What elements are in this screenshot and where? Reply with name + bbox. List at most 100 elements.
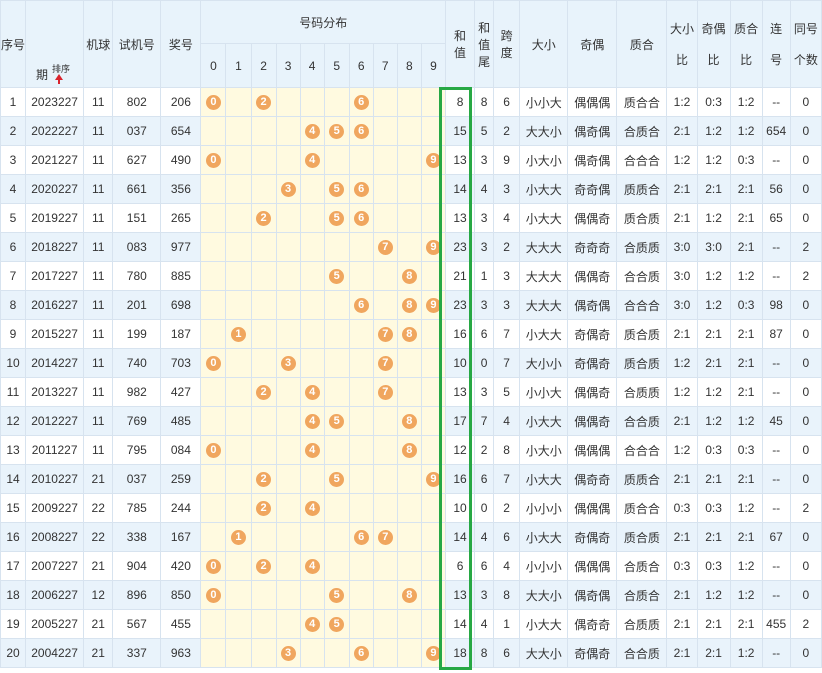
- dist-cell-7: [372, 406, 398, 436]
- row-prime-pattern: 质合质: [616, 203, 668, 233]
- row-parity-ratio: 1:2: [696, 406, 731, 436]
- row-same-count: 0: [789, 377, 822, 407]
- row-prime-pattern: 合合质: [616, 406, 668, 436]
- sort-arrow-icon[interactable]: [55, 74, 64, 80]
- row-parity-pattern: 奇偶奇: [567, 522, 618, 552]
- row-prize-number: 455: [160, 609, 202, 639]
- row-size-ratio: 1:2: [666, 348, 698, 378]
- row-size-pattern: 小大大: [519, 609, 569, 639]
- digit-ball: 1: [230, 530, 246, 545]
- row-sum-tail: 3: [474, 145, 495, 175]
- row-seq: 1: [0, 87, 27, 117]
- row-span: 7: [493, 319, 521, 349]
- row-parity-pattern: 偶偶偶: [567, 435, 618, 465]
- row-parity-pattern: 偶奇奇: [567, 464, 618, 494]
- row-consecutive: --: [761, 145, 791, 175]
- consec-label-1: 连: [770, 22, 783, 36]
- dist-cell-4: [299, 522, 325, 552]
- row-span: 6: [493, 87, 521, 117]
- dist-cell-2: [250, 348, 277, 378]
- dist-cell-8: [396, 203, 422, 233]
- row-prime-pattern: 合质质: [616, 377, 668, 407]
- parity-ratio-label-2: 比: [707, 53, 720, 67]
- digit-ball: 8: [401, 414, 417, 429]
- dist-cell-9: [420, 406, 447, 436]
- dist-cell-0: [200, 493, 227, 523]
- dist-cell-3: [275, 406, 301, 436]
- row-size-ratio: 2:1: [666, 464, 698, 494]
- row-prime-ratio: 0:3: [729, 435, 763, 465]
- row-size-pattern: 小大大: [519, 319, 569, 349]
- dist-cell-2: [250, 290, 277, 320]
- dist-cell-5: [323, 435, 350, 465]
- row-sum: 21: [444, 261, 476, 291]
- row-sum: 18: [444, 638, 476, 668]
- digit-ball: 3: [280, 646, 296, 661]
- row-test-number: 780: [112, 261, 162, 291]
- row-prime-ratio: 2:1: [729, 377, 763, 407]
- row-size-pattern: 大大大: [519, 290, 569, 320]
- row-size-ratio: 3:0: [666, 290, 698, 320]
- col-header-distribution: 号码分布: [200, 0, 446, 44]
- row-size-pattern: 小小大: [519, 87, 569, 117]
- dist-cell-7: [372, 203, 398, 233]
- dist-cell-3: [275, 319, 301, 349]
- dist-cell-1: [225, 261, 252, 291]
- table-row: 18 2006227 12 896 850 0 5 8 13 3 8 大大小 偶奇偶 合质合 2:1 1:2 1…: [0, 580, 822, 610]
- dist-cell-6: 6: [348, 290, 374, 320]
- row-parity-ratio: 1:2: [696, 145, 731, 175]
- dist-cell-7: 7: [372, 377, 398, 407]
- row-seq: 18: [0, 580, 27, 610]
- digit-ball: 7: [377, 240, 393, 255]
- row-prize-number: 187: [160, 319, 202, 349]
- row-consecutive: --: [761, 232, 791, 262]
- row-machine: 11: [83, 290, 114, 320]
- table-row: 3 2021227 11 627 490 0 4 9 13 3 9 小大小 偶奇偶 合合合 1:2 1:2 0:…: [0, 145, 822, 175]
- row-prime-pattern: 质合合: [616, 87, 668, 117]
- row-prime-ratio: 0:3: [729, 290, 763, 320]
- row-size-ratio: 0:3: [666, 551, 698, 581]
- dist-cell-3: [275, 522, 301, 552]
- dist-cell-8: [396, 522, 422, 552]
- row-parity-ratio: 0:3: [696, 87, 731, 117]
- dist-cell-6: [348, 609, 374, 639]
- row-period: 2018227: [25, 232, 85, 262]
- row-prize-number: 703: [160, 348, 202, 378]
- col-header-period[interactable]: 期 号 排序: [25, 0, 85, 88]
- row-same-count: 0: [789, 87, 822, 117]
- dist-cell-4: [299, 261, 325, 291]
- dist-cell-1: [225, 232, 252, 262]
- row-size-pattern: 小小大: [519, 377, 569, 407]
- dist-cell-7: [372, 493, 398, 523]
- row-same-count: 0: [789, 580, 822, 610]
- table-row: 1 2023227 11 802 206 0 2 6 8 8 6 小小大 偶偶偶 质合合 1:2 0:3 1:2…: [0, 87, 822, 117]
- sort-label[interactable]: 排序: [52, 64, 71, 74]
- row-seq: 17: [0, 551, 27, 581]
- dist-cell-6: [348, 551, 374, 581]
- dist-cell-7: [372, 638, 398, 668]
- sum-label-1: 和: [454, 29, 467, 43]
- dist-cell-2: [250, 261, 277, 291]
- dist-cell-0: 0: [200, 580, 227, 610]
- dist-cell-1: [225, 290, 252, 320]
- digit-ball: 9: [425, 472, 441, 487]
- row-consecutive: 98: [761, 290, 791, 320]
- dist-cell-9: 9: [420, 638, 447, 668]
- row-parity-pattern: 奇奇偶: [567, 174, 618, 204]
- row-test-number: 338: [112, 522, 162, 552]
- col-header-sum-tail: 和值尾: [474, 0, 495, 88]
- row-same-count: 2: [789, 609, 822, 639]
- row-consecutive: --: [761, 435, 791, 465]
- row-period: 2020227: [25, 174, 85, 204]
- dist-cell-9: [420, 609, 447, 639]
- row-size-ratio: 2:1: [666, 116, 698, 146]
- dist-cell-5: 5: [323, 116, 350, 146]
- row-consecutive: --: [761, 261, 791, 291]
- row-sum: 8: [444, 87, 476, 117]
- row-machine: 11: [83, 261, 114, 291]
- row-test-number: 199: [112, 319, 162, 349]
- dist-cell-5: [323, 348, 350, 378]
- table-row: 15 2009227 22 785 244 2 4 10 0 2 小小小 偶偶偶 质合合 0:3 0:3 1:…: [0, 493, 822, 523]
- row-consecutive: 455: [761, 609, 791, 639]
- dist-cell-9: 9: [420, 145, 447, 175]
